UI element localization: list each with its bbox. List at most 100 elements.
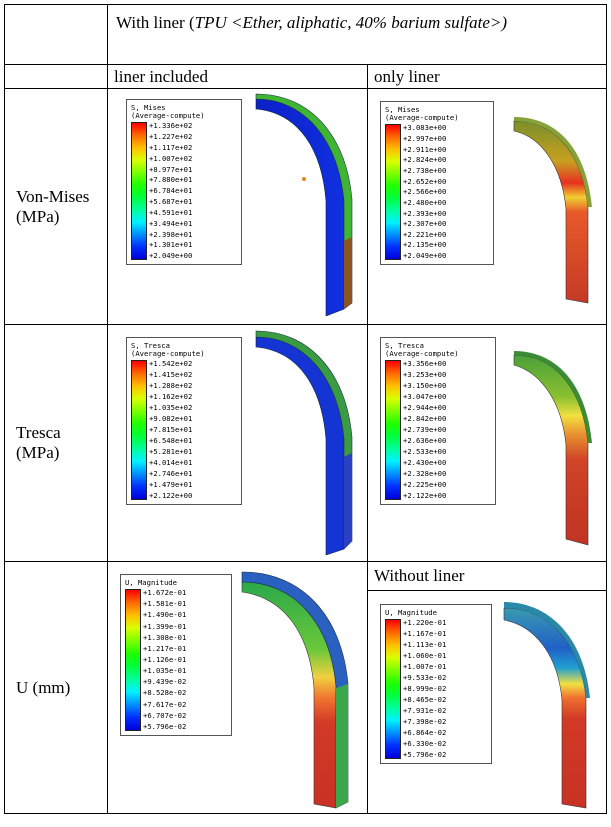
u-included-contour (241, 571, 349, 809)
legend-value: +7.398e-02 (403, 716, 447, 726)
mises-included-contour (255, 93, 353, 316)
legend-value: +6.784e+01 (149, 186, 193, 196)
legend-title: S, Tresca (385, 341, 424, 350)
legend-value: +1.288e+02 (149, 381, 193, 391)
cell-mises-included: S, Mises (Average-compute) +1.336e+02 +1.22… (107, 88, 368, 325)
legend-value: +2.393e+00 (403, 208, 447, 218)
cell-tresca-only: S, Tresca (Average-compute) +3.356e+00 +3.2… (367, 324, 607, 562)
legend-value: +2.739e+00 (403, 425, 447, 435)
legend-value: +1.162e+02 (149, 392, 193, 402)
legend-value: +7.880e+01 (149, 175, 193, 185)
legend-title: U, Magnitude (385, 608, 437, 617)
u-without-contour (503, 602, 590, 809)
header-material: TPU <Ether, aliphatic, 40% barium sulfat… (194, 13, 508, 32)
legend-value: +5.281e+01 (149, 447, 193, 457)
legend-value: +2.997e+00 (403, 134, 447, 144)
legend-value: +5.687e+01 (149, 197, 193, 207)
legend-mises-only: S, Mises (Average-compute) +3.083e+00 +2.99… (380, 101, 494, 265)
legend-value: +1.415e+02 (149, 370, 193, 380)
legend-value: +2.398e+01 (149, 229, 193, 239)
legend-value: +2.652e+00 (403, 176, 447, 186)
legend-value: +1.220e-01 (403, 618, 447, 628)
legend-tresca-included: S, Tresca (Average-compute) +1.542e+02 +1.4… (126, 337, 242, 505)
legend-value: +1.581e-01 (143, 599, 187, 609)
legend-value: +1.117e+02 (149, 143, 193, 153)
legend-value: +4.014e+01 (149, 458, 193, 468)
legend-value: +1.007e+02 (149, 153, 193, 163)
legend-value: +3.047e+00 (403, 392, 447, 402)
legend-title: U, Magnitude (125, 578, 177, 587)
legend-value: +2.746e+01 (149, 469, 193, 479)
legend-value: +1.479e+01 (149, 480, 193, 490)
legend-value: +9.082e+01 (149, 414, 193, 424)
legend-value: +2.049e+00 (149, 251, 193, 261)
legend-value: +1.035e-01 (143, 666, 187, 676)
legend-value: +8.528e-02 (143, 688, 187, 698)
legend-tresca-only: S, Tresca (Average-compute) +3.356e+00 +3.2… (380, 337, 496, 505)
legend-value: +9.439e-02 (143, 677, 187, 687)
col-without-liner: Without liner (368, 562, 606, 591)
legend-value: +2.566e+00 (403, 187, 447, 197)
legend-value: +2.225e+00 (403, 480, 447, 490)
legend-title: S, Mises (385, 105, 420, 114)
legend-u-without: U, Magnitude +1.220e-01 +1.167e-01 +1.113e-… (380, 604, 492, 764)
legend-value: +1.542e+02 (149, 359, 193, 369)
legend-value: +7.815e+01 (149, 425, 193, 435)
legend-value: +7.931e-02 (403, 705, 447, 715)
legend-value: +3.150e+00 (403, 381, 447, 391)
legend-value: +1.060e-01 (403, 651, 447, 661)
legend-value: +1.126e-01 (143, 655, 187, 665)
legend-value: +9.533e-02 (403, 673, 447, 683)
legend-value: +1.399e-01 (143, 621, 187, 631)
subheader-empty-cell (4, 64, 108, 89)
legend-title: S, Tresca (131, 341, 170, 350)
legend-value: +8.465e-02 (403, 694, 447, 704)
legend-value: +1.167e-01 (403, 629, 447, 639)
cell-tresca-included: S, Tresca (Average-compute) +1.542e+02 +1.4… (107, 324, 368, 562)
legend-value: +3.494e+01 (149, 218, 193, 228)
legend-value: +8.977e+01 (149, 164, 193, 174)
mises-only-contour (513, 117, 592, 304)
legend-value: +1.035e+02 (149, 403, 193, 413)
header-prefix: With liner ( (116, 13, 195, 32)
legend-value: +2.842e+00 (403, 414, 447, 424)
legend-color-bar (385, 360, 401, 501)
legend-value: +5.796e-02 (403, 749, 447, 759)
row-label-tresca: Tresca (MPa) (4, 324, 108, 562)
legend-value: +2.533e+00 (403, 447, 447, 457)
legend-value: +5.796e-02 (143, 721, 187, 731)
legend-value: +2.122e+00 (403, 491, 447, 501)
legend-value: +6.707e-02 (143, 710, 187, 720)
legend-value: +1.007e-01 (403, 662, 447, 672)
legend-mises-included: S, Mises (Average-compute) +1.336e+02 +1.22… (126, 99, 242, 265)
legend-color-bar (125, 589, 141, 732)
legend-value: +1.113e-01 (403, 640, 447, 650)
row-label-u: U (mm) (4, 561, 108, 814)
cell-mises-only: S, Mises (Average-compute) +3.083e+00 +2.99… (367, 88, 607, 325)
legend-value: +8.999e-02 (403, 684, 447, 694)
legend-subtitle: (Average-compute) (385, 349, 459, 359)
header-cell: With liner (TPU <Ether, aliphatic, 40% b… (107, 4, 607, 65)
legend-subtitle: (Average-compute) (385, 113, 459, 123)
tresca-only-contour (513, 351, 592, 546)
legend-value: +2.430e+00 (403, 458, 447, 468)
tresca-included-contour (255, 330, 353, 555)
legend-value: +3.253e+00 (403, 370, 447, 380)
legend-value: +6.330e-02 (403, 738, 447, 748)
cell-u-without: Without liner U, Magnitude +1.220e-01 +1.1… (367, 561, 607, 814)
legend-color-bar (385, 619, 401, 760)
col-liner-included: liner included (107, 64, 368, 89)
legend-value: +2.911e+00 (403, 144, 447, 154)
legend-u-included: U, Magnitude +1.672e-01 +1.581e-01 +1.490e-… (120, 574, 232, 736)
legend-value: +2.480e+00 (403, 197, 447, 207)
legend-value: +6.548e+01 (149, 436, 193, 446)
legend-value: +7.617e-02 (143, 699, 187, 709)
legend-value: +1.217e-01 (143, 643, 187, 653)
legend-color-bar (131, 122, 147, 261)
row-label-von-mises: Von-Mises (MPa) (4, 88, 108, 325)
legend-value: +2.824e+00 (403, 155, 447, 165)
legend-value: +2.944e+00 (403, 403, 447, 413)
legend-value: +1.301e+01 (149, 240, 193, 250)
legend-value: +1.308e-01 (143, 632, 187, 642)
legend-value: +2.049e+00 (403, 251, 447, 261)
